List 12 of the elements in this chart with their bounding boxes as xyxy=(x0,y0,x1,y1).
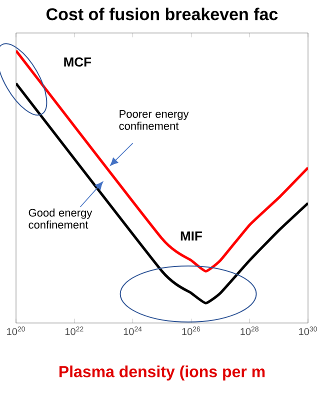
x-tick-label: 10$^{24}$ xyxy=(124,326,142,336)
x-tick-label: 10$^{30}$ xyxy=(299,326,317,336)
annotation: Poorer energy confinement xyxy=(119,110,189,130)
x-tick-label: 10$^{22}$ xyxy=(65,326,84,336)
x-axis-title: Plasma density (ions per m xyxy=(59,366,265,380)
chart-title: Cost of fusion breakeven fac xyxy=(46,8,278,20)
annotation: Good energy confinement xyxy=(28,208,92,229)
x-tick-label: 10$^{26}$ xyxy=(182,326,200,336)
annotation: MCF xyxy=(64,57,92,67)
x-tick-label: 10$^{20}$ xyxy=(7,326,25,336)
x-tick-label: 10$^{28}$ xyxy=(240,326,259,336)
annotation: MIF xyxy=(180,232,202,240)
